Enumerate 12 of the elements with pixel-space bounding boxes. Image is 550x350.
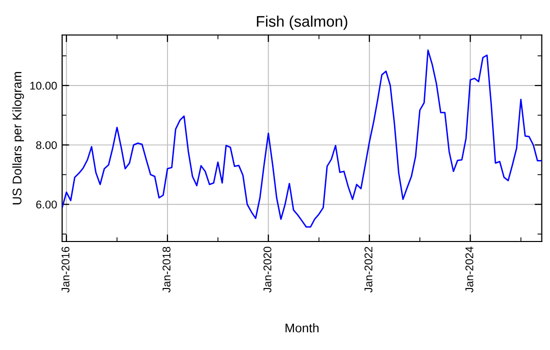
y-tick-label: 10.00 [30,82,57,90]
line-series [62,49,542,228]
y-tick-label: 6.00 [36,200,57,208]
x-tick-label: Jan-2016 [62,246,70,293]
chart-title: Fish (salmon) [256,16,348,30]
x-tick-label: Jan-2020 [263,246,272,293]
y-tick-label: 8.00 [36,141,57,150]
x-tick-label: Jan-2022 [364,246,372,293]
x-tick-label: Jan-2024 [465,246,474,293]
y-axis-title: US Dollars per Kilogram [12,72,24,204]
x-tick-label: Jan-2018 [162,246,170,293]
x-axis-title: Month [286,323,319,332]
